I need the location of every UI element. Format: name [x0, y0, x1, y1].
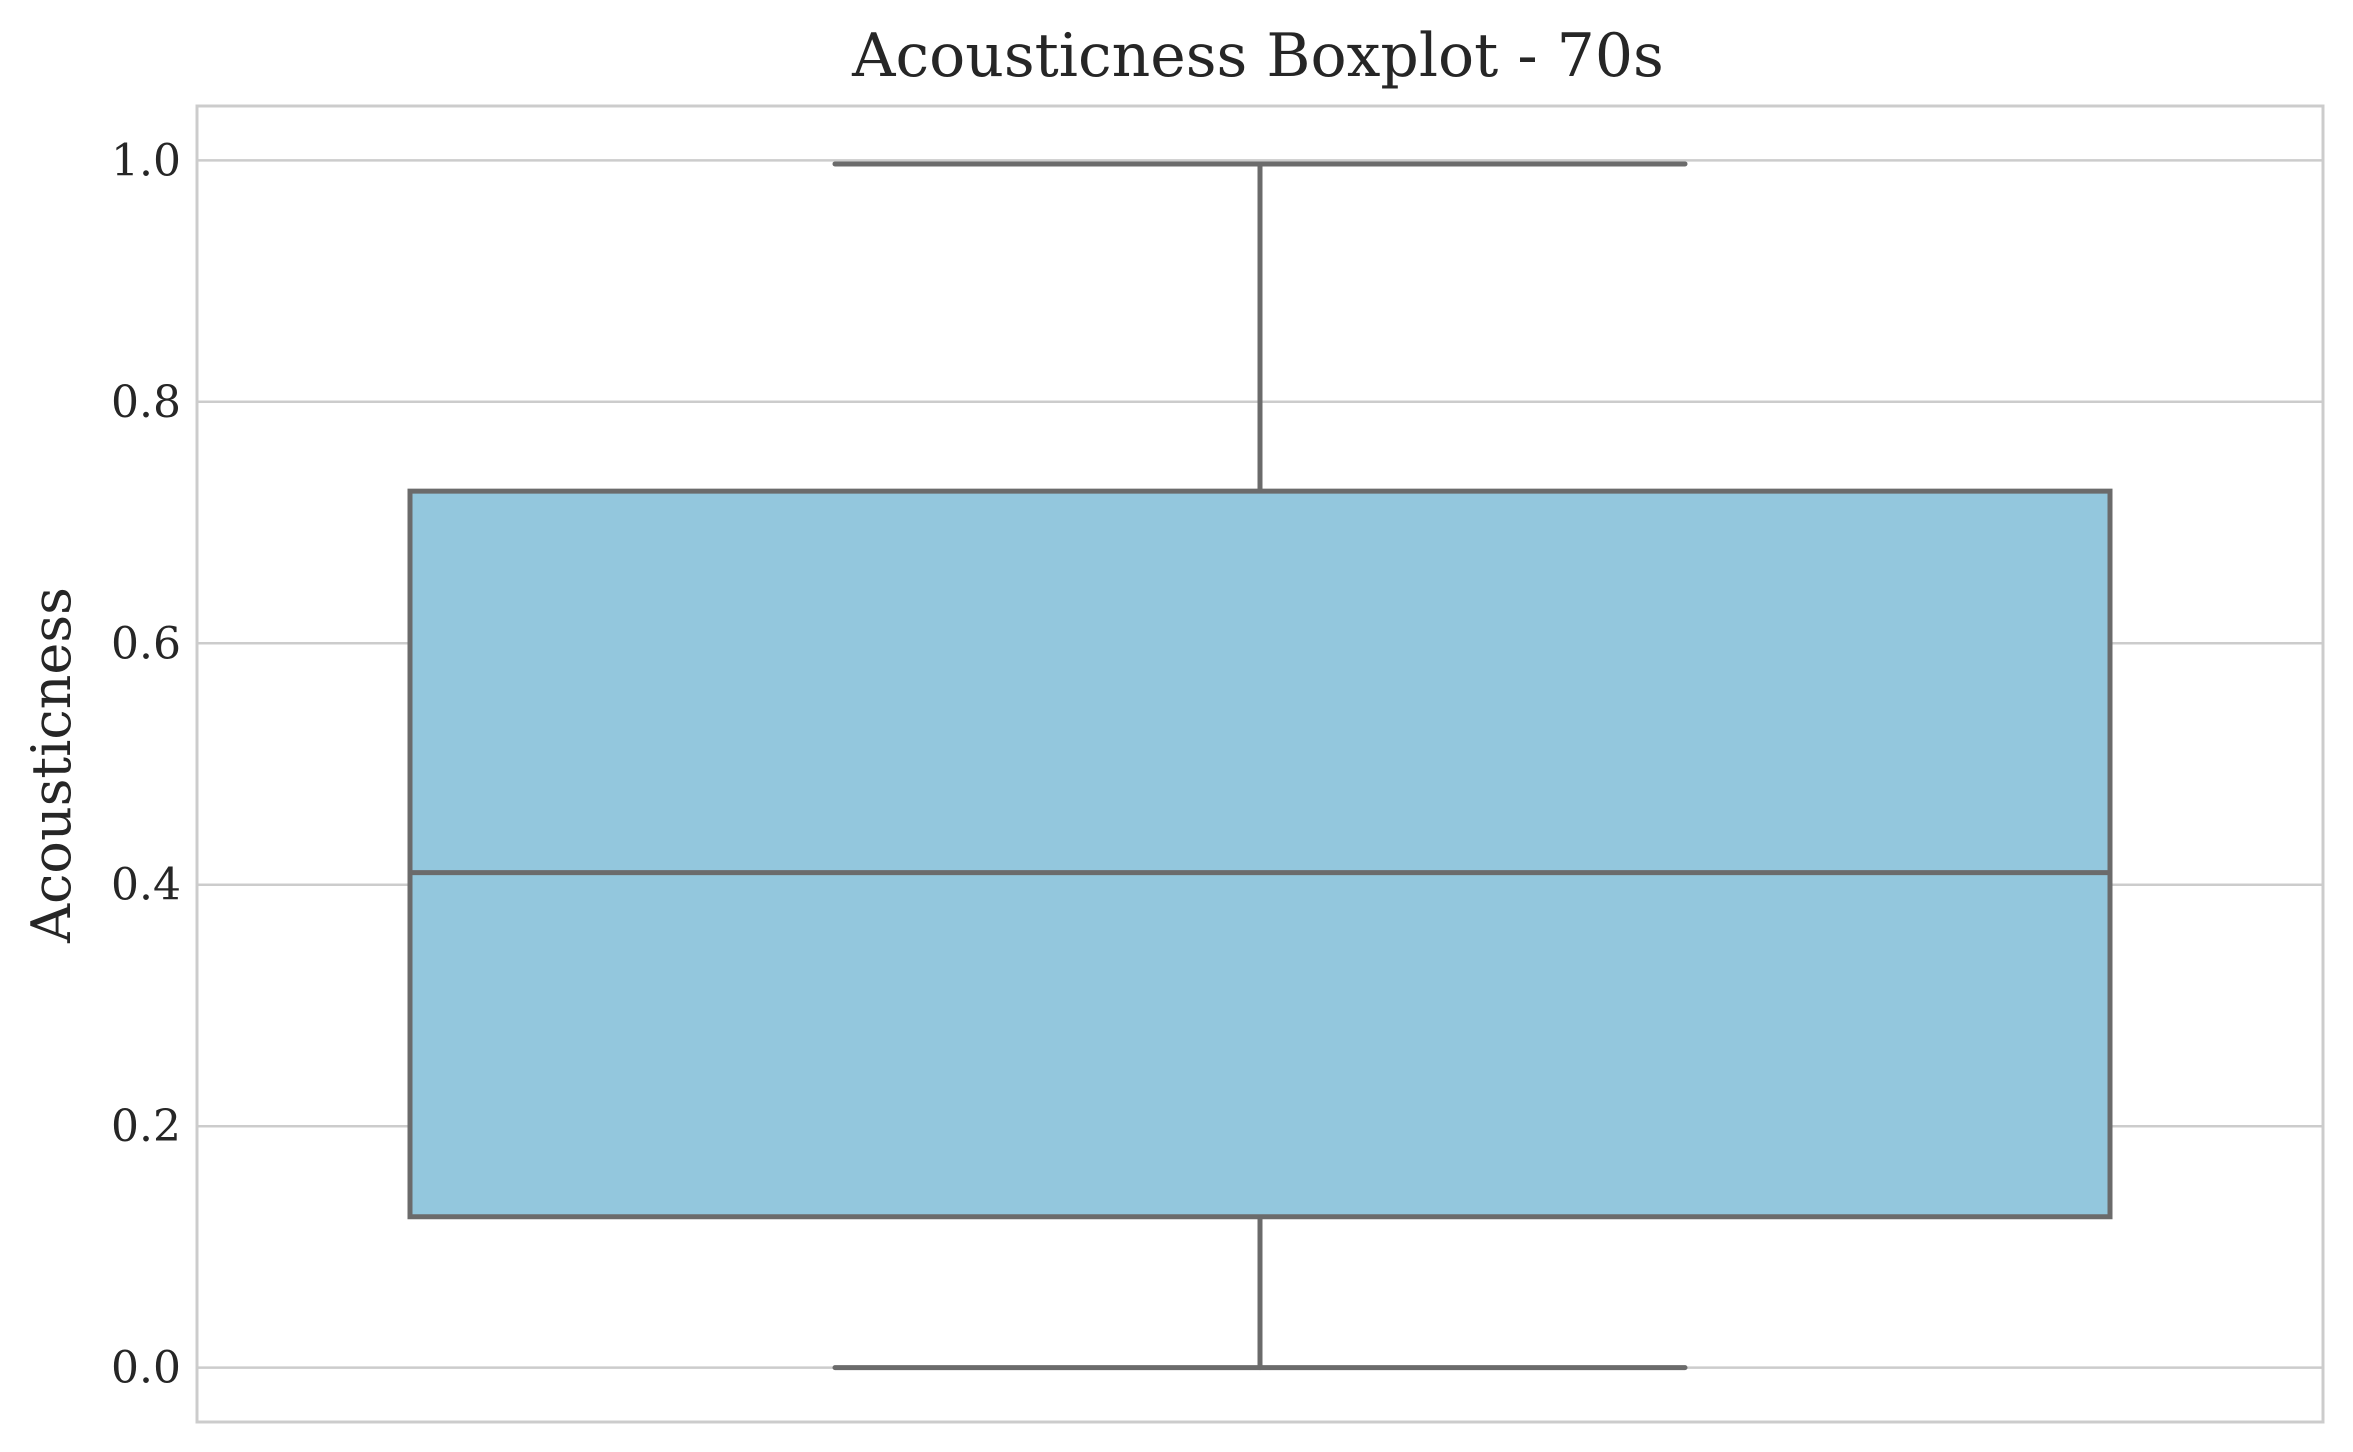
iqr-box — [407, 488, 2113, 1220]
y-tick-label: 1.0 — [111, 135, 181, 186]
plot-frame — [195, 104, 2325, 1424]
y-tick-label: 0.0 — [111, 1343, 181, 1394]
y-tick-label: 0.6 — [111, 618, 181, 669]
y-tick-label: 0.8 — [111, 377, 181, 428]
y-axis-label: Acousticness — [20, 587, 83, 944]
y-tick-label: 0.4 — [111, 860, 181, 911]
boxplot — [407, 161, 2113, 1371]
y-tick-label: 0.2 — [111, 1101, 181, 1152]
chart-title: Acousticness Boxplot - 70s — [851, 21, 1664, 91]
y-axis-ticks: 0.0 0.2 0.4 0.6 0.8 1.0 — [111, 135, 181, 1393]
